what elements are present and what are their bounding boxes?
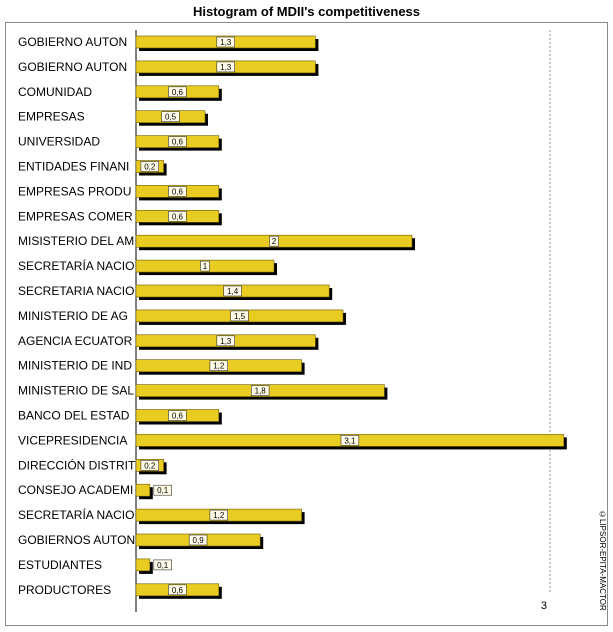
data-label-box-17 (140, 459, 159, 471)
data-label-10: 1,4 (227, 287, 239, 296)
data-label-17: 0,2 (144, 461, 156, 470)
data-label-box-9 (200, 260, 210, 272)
category-label-10: SECRETARIA NACIO (18, 284, 134, 298)
data-label-15: 0,6 (172, 412, 184, 421)
data-label-box-8 (269, 235, 279, 247)
data-label-14: 1,8 (255, 387, 267, 396)
data-label-5: 0,2 (144, 163, 156, 172)
category-label-7: EMPRESAS COMER (18, 209, 133, 223)
data-label-16: 3,1 (344, 436, 356, 445)
category-label-16: VICEPRESIDENCIA (18, 433, 127, 447)
data-label-box-3 (161, 111, 180, 122)
data-label-box-18 (153, 484, 172, 496)
data-label-13: 1,2 (213, 362, 225, 371)
data-label-box-12 (216, 335, 235, 347)
data-label-12: 1,3 (220, 337, 232, 346)
data-label-7: 0,6 (172, 212, 184, 221)
data-label-19: 1,2 (213, 511, 225, 520)
data-label-box-11 (230, 310, 249, 322)
category-label-11: MINISTERIO DE AG (18, 309, 128, 323)
category-label-14: MINISTERIO DE SAL (18, 384, 134, 398)
data-label-box-2 (168, 86, 187, 98)
chart-title: Histogram of MDII's competitiveness (192, 4, 421, 19)
data-label-box-21 (153, 559, 172, 571)
data-label-box-10 (223, 285, 242, 297)
data-label-box-19 (209, 509, 228, 521)
data-label-1: 1,3 (220, 63, 232, 72)
data-label-box-22 (168, 584, 187, 596)
data-label-box-7 (168, 211, 187, 222)
data-label-9: 1 (203, 262, 208, 271)
data-label-21: 0,1 (157, 561, 169, 570)
data-label-box-4 (168, 136, 187, 147)
data-label-20: 0,9 (193, 536, 205, 545)
bar-18 (135, 483, 151, 497)
data-label-box-6 (168, 186, 187, 197)
category-label-19: SECRETARÍA NACIO (18, 507, 134, 522)
category-label-9: SECRETARÍA NACIO (18, 258, 134, 273)
data-label-18: 0,1 (157, 486, 169, 495)
data-label-box-20 (188, 534, 208, 546)
data-label-box-15 (168, 410, 187, 421)
category-label-0: GOBIERNO AUTON (18, 35, 127, 49)
category-label-22: PRODUCTORES (18, 583, 111, 597)
category-label-13: MINISTERIO DE IND (18, 359, 132, 373)
data-label-4: 0,6 (172, 138, 184, 147)
data-label-11: 1,5 (234, 312, 246, 321)
data-label-box-0 (216, 36, 235, 48)
category-label-4: UNIVERSIDAD (18, 135, 100, 149)
bar-21 (135, 558, 151, 572)
category-label-15: BANCO DEL ESTAD (18, 409, 130, 423)
category-label-17: DIRECCIÓN DISTRIT (18, 457, 136, 472)
category-label-20: GOBIERNOS AUTON (18, 533, 135, 547)
category-label-6: EMPRESAS PRODU (18, 184, 131, 198)
data-label-box-13 (209, 360, 228, 372)
category-label-1: GOBIERNO AUTON (18, 60, 127, 74)
category-label-12: AGENCIA ECUATOR (18, 334, 133, 348)
copyright-notice: ©LIPSOR-EPITA-MACTOR (598, 510, 607, 611)
data-label-box-14 (251, 385, 270, 396)
category-label-5: ENTIDADES FINANI (18, 160, 129, 174)
category-label-21: ESTUDIANTES (18, 558, 102, 572)
category-label-18: CONSEJO ACADEMI (18, 483, 133, 497)
data-label-2: 0,6 (172, 88, 184, 97)
data-label-6: 0,6 (172, 187, 184, 196)
category-label-3: EMPRESAS (18, 110, 85, 124)
data-label-0: 1,3 (220, 38, 232, 47)
data-label-box-5 (140, 161, 159, 172)
category-label-8: MISISTERIO DEL AM (18, 234, 134, 248)
x-tick-label-0: 3 (541, 600, 547, 612)
data-label-8: 2 (272, 237, 277, 246)
data-label-box-16 (340, 435, 360, 446)
data-label-3: 0,5 (165, 113, 177, 122)
chart-frame (5, 22, 608, 626)
data-label-box-1 (216, 61, 235, 73)
data-label-22: 0,6 (172, 586, 184, 595)
category-label-2: COMUNIDAD (18, 85, 92, 99)
